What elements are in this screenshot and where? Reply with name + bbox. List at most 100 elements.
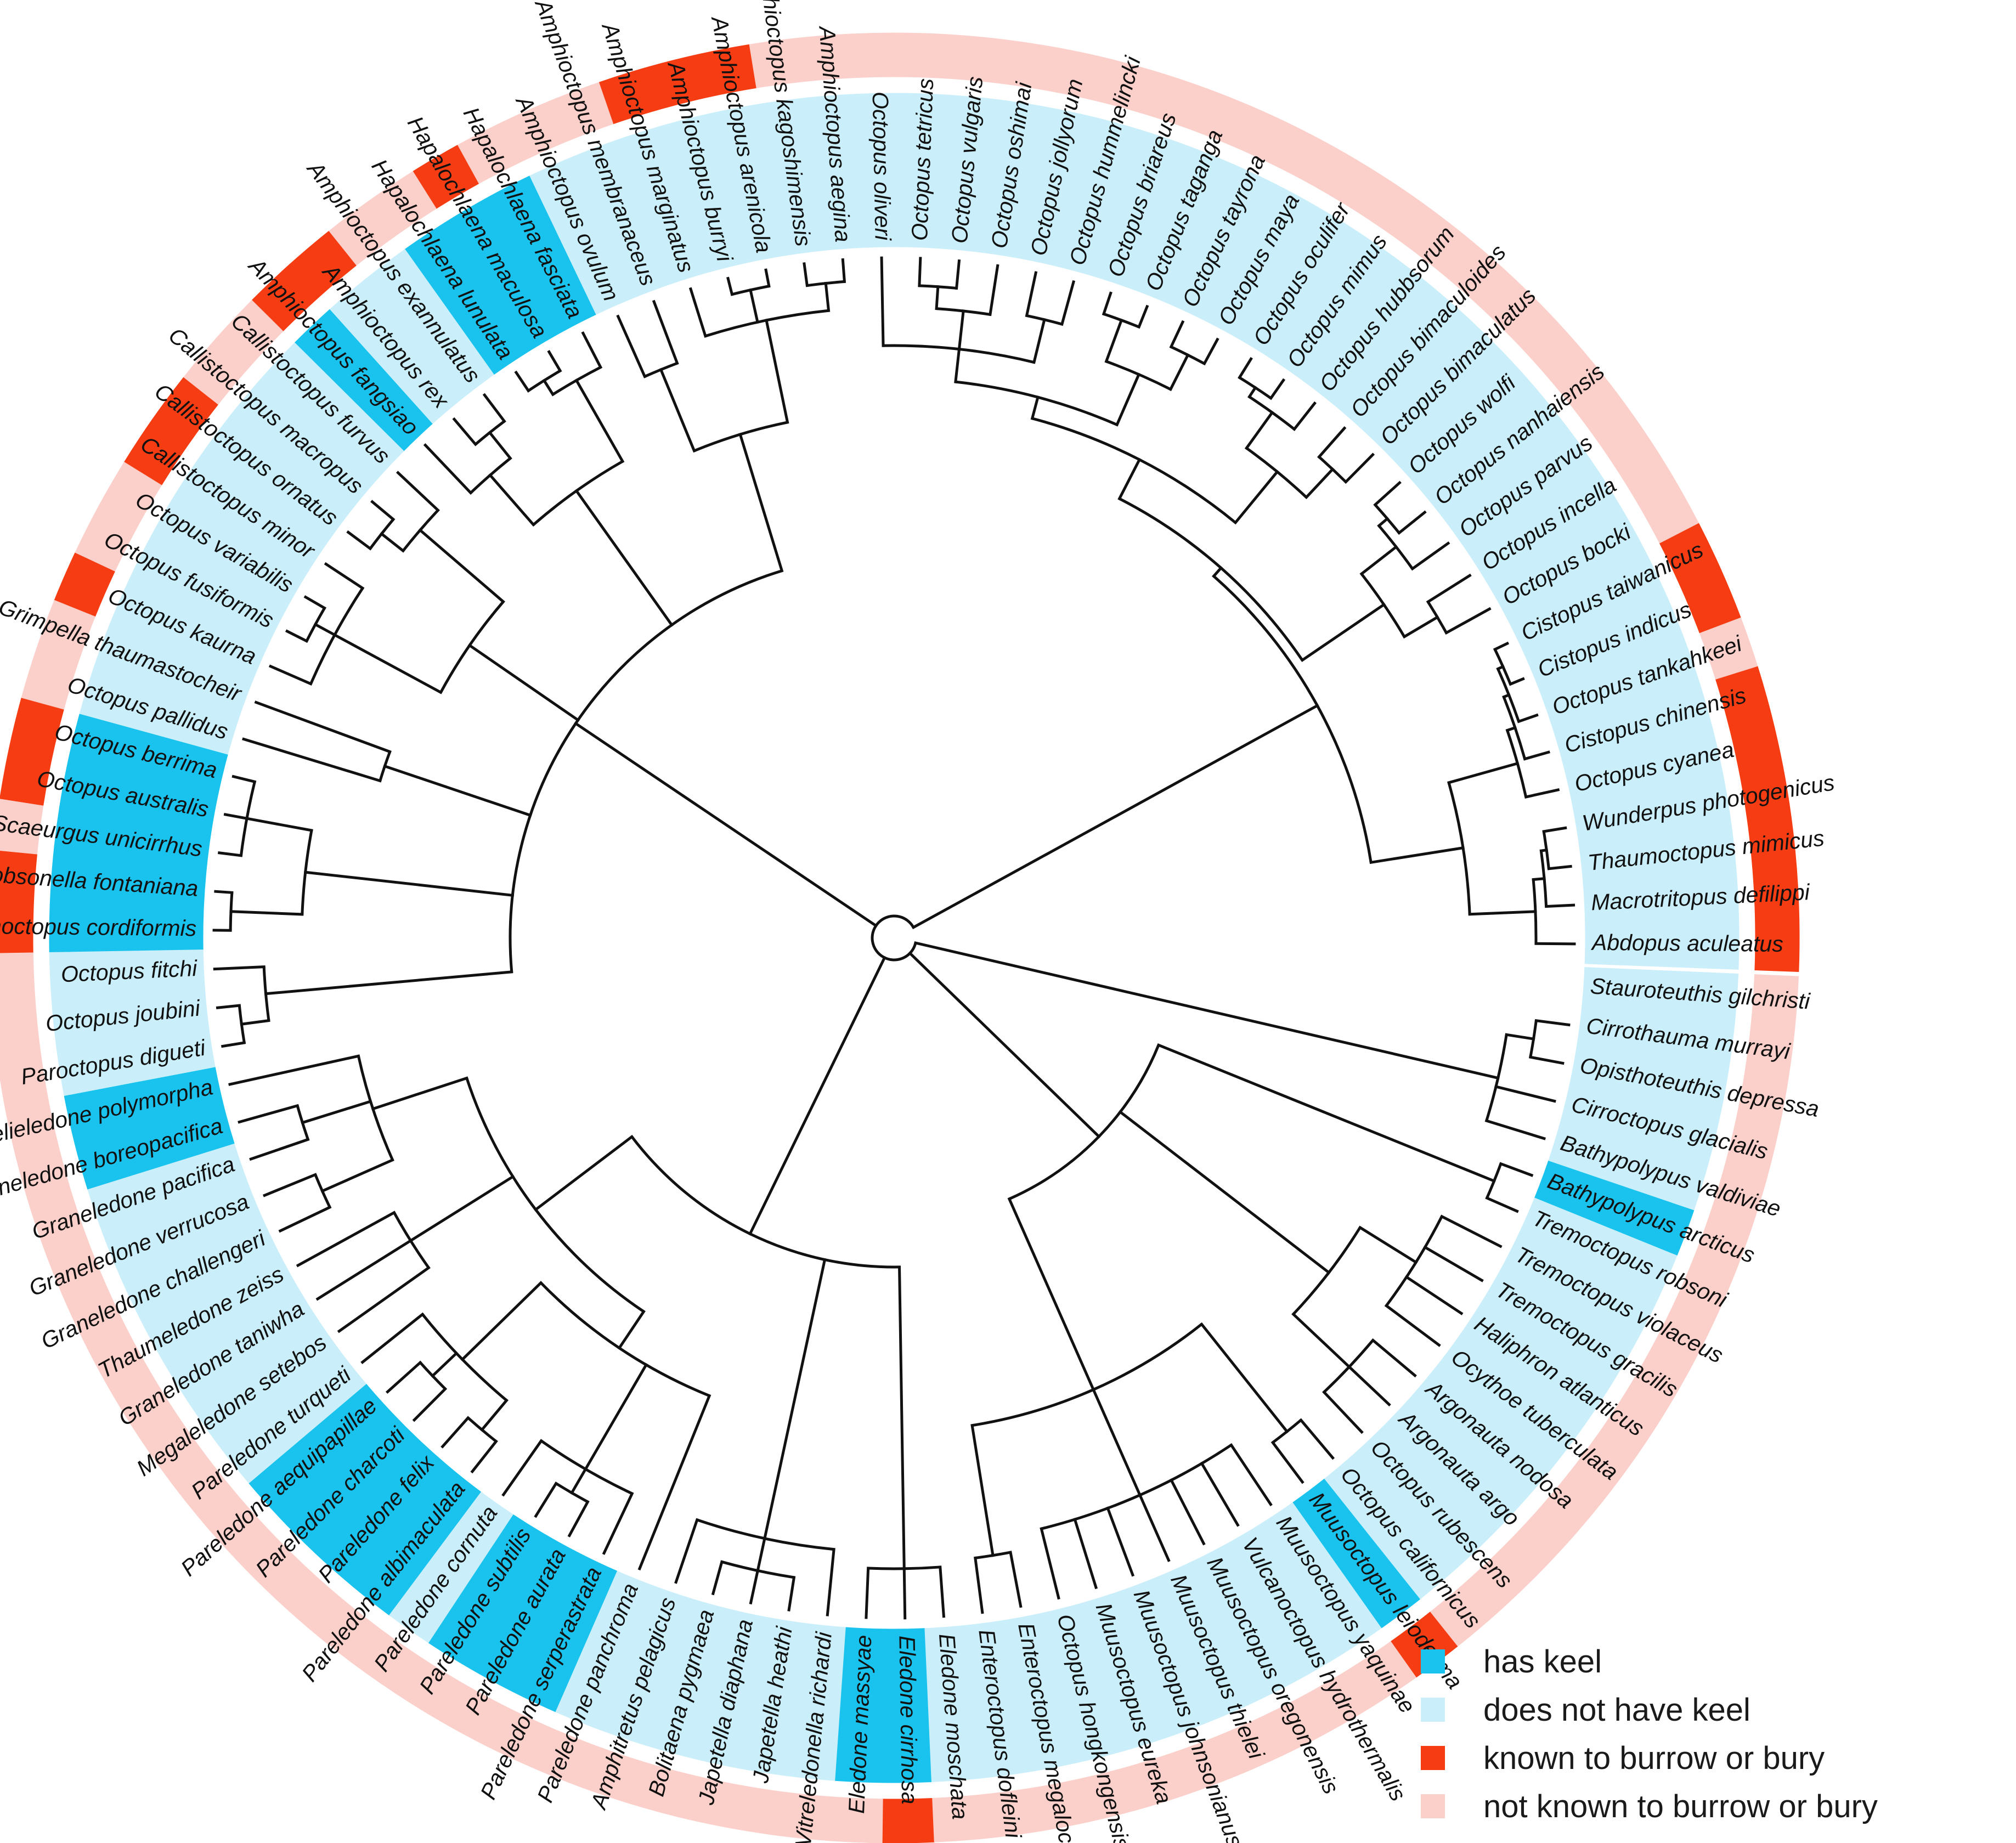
branch [423,443,473,495]
branch [240,1019,270,1026]
branch [285,629,309,643]
branch [1202,337,1219,366]
branch-arc [1502,696,1526,760]
branch-arc [1245,446,1308,499]
branch [1169,1478,1206,1546]
branch-arc [1249,395,1295,431]
branch [1402,615,1439,639]
keel-ring [49,93,1740,1783]
branch-arc [1119,497,1304,661]
branch [514,370,530,393]
branch [1523,750,1550,761]
branch [228,1054,360,1086]
branch [1534,1019,1571,1027]
branch-arc [527,369,561,392]
branch [637,1394,711,1571]
branch [1269,378,1286,400]
branch [1410,541,1450,571]
taxon-label: Pinnoctopus cordiformis [0,913,196,941]
branch-arc [919,284,957,290]
branch-arc [1506,730,1528,798]
branch-arc [1385,1216,1443,1307]
branch-arc [1170,346,1205,365]
branch [1439,1214,1503,1248]
branch-arc [509,569,783,973]
branch-arc [1374,504,1401,534]
branch [1547,864,1572,870]
branch-arc [314,1174,331,1208]
branch [1484,1119,1546,1140]
branch [674,1518,699,1584]
branch [216,1004,241,1009]
branch [320,1158,394,1193]
branch [268,664,313,686]
branch-arc [955,380,1118,426]
branch [324,562,365,590]
branch [264,970,513,996]
taxon-label: Octopus oliveri [868,92,896,242]
branch-arc [1377,524,1414,570]
branch [231,774,257,784]
branch [939,1565,946,1618]
branch-arc [1427,601,1448,634]
branch-arc [305,607,326,642]
legend-item-no-keel: does not have keel [1421,1686,1878,1734]
branch [1118,1110,1331,1275]
branch [913,941,1500,1080]
branch [1317,426,1347,459]
branch [1270,1440,1305,1484]
branch [652,299,679,365]
branch [567,1500,590,1537]
branch [332,633,443,694]
branch [616,314,647,378]
branch [214,890,234,894]
branch [1300,602,1386,663]
branch-arc [555,1482,589,1503]
branch-arc [475,420,505,445]
branch [488,473,535,527]
legend-label: has keel [1483,1643,1602,1680]
branch [865,1567,870,1619]
branch [213,965,266,971]
legend-swatch-no-burrow [1421,1794,1445,1818]
branch [1505,726,1517,732]
branch [974,1556,984,1614]
branch [763,1258,827,1540]
branch [245,817,313,832]
branch [1377,517,1390,528]
branch [749,1569,760,1605]
branch [935,285,940,310]
branch [1199,1322,1289,1434]
branch-arc [301,830,313,915]
branch [880,256,885,347]
branch [1524,788,1560,799]
branch [337,1265,431,1333]
branch-arc [540,1281,710,1397]
branch [1371,1338,1417,1378]
branch [542,378,555,397]
branch [1009,1551,1023,1608]
branch [221,1041,246,1048]
taxon-label: Eledone cirrhosa [894,1635,922,1804]
branch [460,1281,543,1361]
branch [1322,1390,1364,1434]
branch [726,276,734,296]
branch-arc [1032,417,1236,524]
branch-arc [470,457,511,494]
branch [249,1138,310,1161]
branch [262,1173,318,1197]
branch [315,1239,413,1301]
branch [970,1423,995,1557]
branch [470,1439,498,1474]
branch [574,378,625,463]
legend-label: does not have keel [1483,1692,1750,1728]
branch [918,257,922,287]
branch [1138,1493,1171,1562]
branch [955,259,961,290]
branch-arc [465,1077,645,1313]
branch [1030,395,1040,420]
branch [1343,453,1375,484]
branch [396,471,440,512]
branch [1528,1055,1565,1065]
burrow-cell [728,1784,786,1836]
